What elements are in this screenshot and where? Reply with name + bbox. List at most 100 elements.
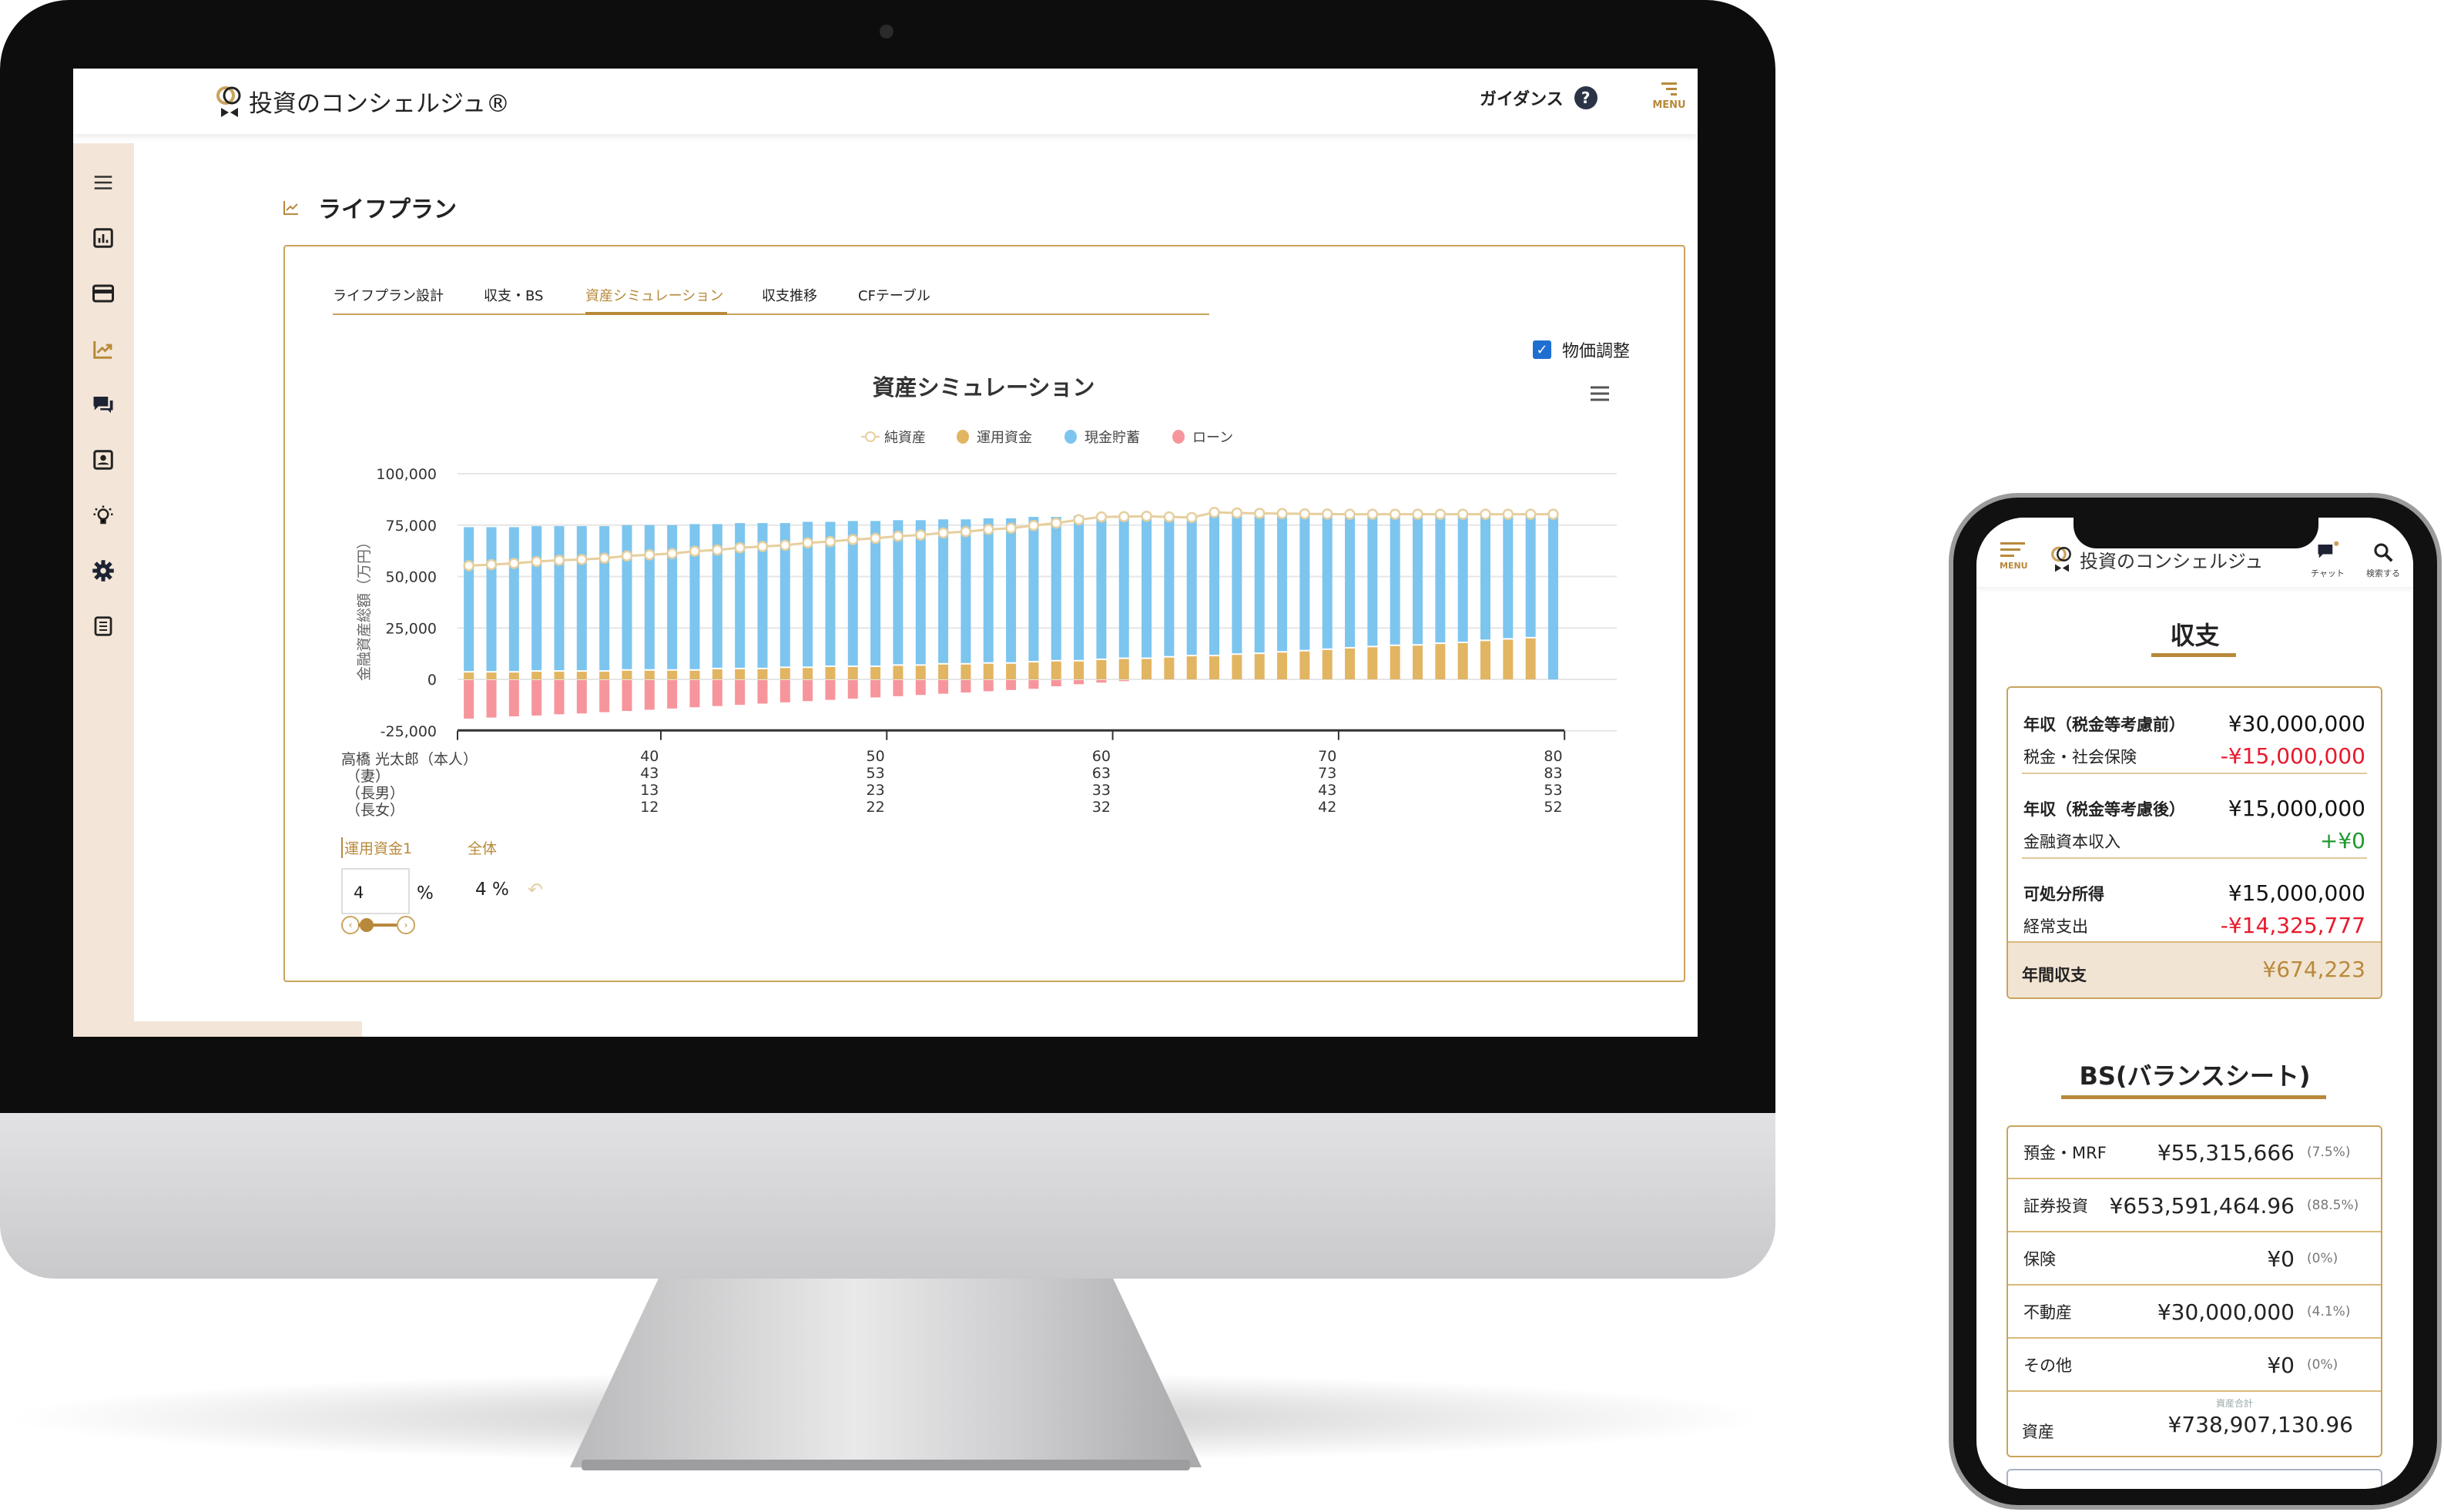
bs-row-percent: (0%) bbox=[2307, 1251, 2338, 1266]
rate-slider[interactable]: ‹ › bbox=[341, 916, 415, 936]
bs-title-underline bbox=[2061, 1095, 2326, 1099]
contact-card-icon[interactable] bbox=[92, 448, 115, 471]
income-row-value: ¥15,000,000 bbox=[2228, 880, 2365, 906]
bs-card: 預金・MRF ¥55,315,666 (7.5%) 証券投資 ¥653,591,464.… bbox=[2006, 1125, 2382, 1457]
net-asset-point bbox=[734, 541, 746, 554]
bar-cash bbox=[1118, 515, 1129, 658]
bar-invest bbox=[1322, 649, 1333, 679]
chart-menu-button[interactable] bbox=[1591, 386, 1609, 401]
bar-cash bbox=[531, 526, 542, 671]
bar-loan bbox=[486, 680, 497, 718]
tab-lifeplan-design[interactable]: ライフプラン設計 bbox=[333, 288, 444, 304]
bar-invest bbox=[1413, 645, 1423, 679]
overall-rate: 4 % bbox=[475, 880, 509, 900]
tab-underline bbox=[333, 313, 1209, 315]
chat-icon[interactable] bbox=[92, 393, 115, 416]
search-button[interactable]: 検索する bbox=[2366, 541, 2400, 579]
tab-overall[interactable]: 全体 bbox=[468, 840, 498, 857]
undo-icon[interactable]: ↶ bbox=[528, 879, 544, 900]
legend-item-1[interactable]: 運用資金 bbox=[957, 430, 1032, 446]
bar-cash bbox=[1232, 512, 1242, 654]
tab-income-bs[interactable]: 収支・BS bbox=[484, 288, 544, 304]
chat-icon bbox=[2318, 541, 2339, 558]
credit-card-icon[interactable] bbox=[92, 282, 115, 305]
net-asset-point bbox=[1321, 508, 1333, 520]
mobile-menu-button[interactable]: MENU bbox=[2000, 542, 2028, 571]
chat-button[interactable]: チャット bbox=[2311, 541, 2345, 579]
net-asset-point bbox=[779, 539, 791, 551]
menu-icon bbox=[1661, 82, 1677, 96]
slider-thumb[interactable] bbox=[360, 918, 374, 932]
net-asset-point bbox=[644, 548, 655, 561]
legend-item-2[interactable]: 現金貯蓄 bbox=[1064, 430, 1140, 446]
bar-cash bbox=[961, 519, 971, 663]
net-asset-point bbox=[1095, 511, 1108, 523]
bar-cash bbox=[1028, 517, 1039, 662]
bar-invest bbox=[1503, 639, 1514, 679]
age-value: 63 bbox=[1091, 765, 1111, 782]
menu-button[interactable]: MENU bbox=[1652, 81, 1686, 111]
income-row-label: 年収（税金等考慮後） bbox=[2023, 800, 2185, 819]
tab-income-trend[interactable]: 収支推移 bbox=[762, 288, 817, 304]
logo[interactable]: 投資のコンシェルジュ® bbox=[216, 84, 510, 119]
net-asset-point bbox=[870, 532, 881, 545]
net-asset-point bbox=[1299, 508, 1311, 520]
menu-icon[interactable] bbox=[92, 171, 115, 194]
divider bbox=[2022, 773, 2367, 774]
bar-cash bbox=[644, 525, 655, 669]
net-asset-point bbox=[1457, 508, 1469, 520]
tab-asset-simulation[interactable]: 資産シミュレーション bbox=[585, 288, 724, 304]
gear-icon[interactable] bbox=[92, 559, 115, 582]
lightbulb-icon[interactable] bbox=[92, 504, 115, 527]
bar-cash bbox=[847, 521, 858, 665]
bar-cash bbox=[464, 527, 474, 672]
bar-invest bbox=[599, 672, 610, 679]
net-asset-point bbox=[1412, 508, 1423, 520]
net-asset-point bbox=[1185, 511, 1198, 524]
document-icon[interactable] bbox=[92, 615, 115, 638]
legend-label: 純資産 bbox=[884, 430, 926, 446]
monitor-chin bbox=[0, 1113, 1775, 1279]
tab-cf-table[interactable]: CFテーブル bbox=[858, 288, 930, 304]
trend-chart-icon[interactable] bbox=[92, 337, 115, 360]
legend-label: ローン bbox=[1192, 430, 1233, 446]
bs-row-label: 証券投資 bbox=[2023, 1197, 2088, 1215]
decrement-button[interactable]: ‹ bbox=[341, 916, 360, 934]
next-card bbox=[2006, 1469, 2382, 1489]
bar-cash bbox=[554, 526, 565, 671]
y-tick-label: 100,000 bbox=[376, 466, 437, 483]
age-value: 40 bbox=[640, 748, 659, 765]
bar-loan bbox=[1028, 680, 1039, 689]
chat-label: チャット bbox=[2311, 568, 2345, 578]
bar-chart-icon[interactable] bbox=[92, 226, 115, 250]
bar-invest bbox=[1096, 659, 1107, 679]
bar-invest bbox=[870, 666, 881, 679]
legend-item-3[interactable]: ローン bbox=[1172, 430, 1233, 446]
bar-invest bbox=[938, 664, 949, 679]
rate-input[interactable]: 4 bbox=[341, 868, 410, 914]
bar-loan bbox=[825, 680, 836, 700]
bar-cash bbox=[1051, 517, 1061, 660]
increment-button[interactable]: › bbox=[397, 916, 415, 934]
price-adjust-label: 物価調整 bbox=[1562, 342, 1631, 361]
age-value: 42 bbox=[1318, 799, 1337, 816]
age-value: 23 bbox=[866, 782, 885, 799]
sidebar bbox=[73, 143, 134, 1021]
bar-loan bbox=[1118, 680, 1129, 682]
slider-track bbox=[358, 924, 397, 927]
guidance-button[interactable]: ガイダンス ? bbox=[1480, 85, 1597, 110]
help-icon: ? bbox=[1574, 86, 1597, 109]
logo-text: 投資のコンシェルジュ® bbox=[249, 90, 510, 118]
mobile-logo[interactable]: 投資のコンシェルジュ bbox=[2050, 545, 2263, 573]
net-asset-point bbox=[983, 524, 994, 535]
age-row-label: 高橋 光太郎（本人） bbox=[341, 751, 478, 768]
net-asset-point bbox=[915, 529, 927, 541]
legend-item-0[interactable]: 純資産 bbox=[861, 430, 926, 446]
bar-cash bbox=[508, 527, 519, 672]
net-asset-point bbox=[1209, 506, 1220, 518]
price-adjust-checkbox[interactable]: ✓ 物価調整 bbox=[1533, 337, 1630, 362]
income-row-label: 年収（税金等考慮前） bbox=[2023, 715, 2185, 734]
bar-cash bbox=[1254, 513, 1265, 653]
total-assets-label: 資産 bbox=[2022, 1423, 2054, 1441]
tab-fund-1[interactable]: 運用資金1 bbox=[341, 837, 412, 858]
